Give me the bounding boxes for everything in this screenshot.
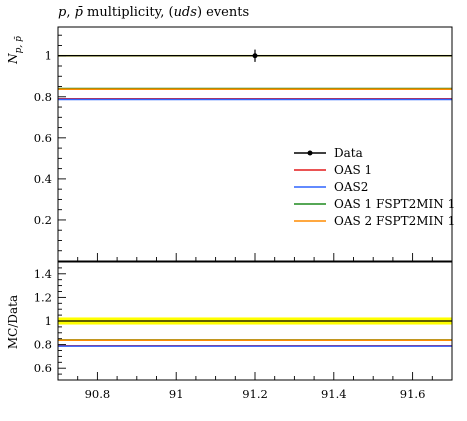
title-mid: multiplicity, ( xyxy=(83,5,174,20)
legend-label-oas-1-fspt2min-1: OAS 1 FSPT2MIN 1 xyxy=(334,197,455,211)
x-tick-label: 91.6 xyxy=(400,387,426,401)
x-tick-label: 91.2 xyxy=(242,387,268,401)
title-sep: , xyxy=(66,5,74,20)
legend-label-oas2: OAS2 xyxy=(334,180,368,194)
main-y-tick-label: 0.6 xyxy=(34,131,52,145)
title-end: ) events xyxy=(197,5,249,20)
main-y-tick-label: 0.4 xyxy=(34,172,52,186)
title-uds: uds xyxy=(174,5,198,20)
ratio-y-tick-label: 1.4 xyxy=(34,267,52,281)
legend-marker-data xyxy=(307,150,313,156)
x-tick-label: 91 xyxy=(169,387,184,401)
main-y-axis-label: Np, p̄ xyxy=(6,36,24,65)
main-y-label-sub: p, p̄ xyxy=(14,36,24,54)
ratio-y-tick-label: 1.2 xyxy=(34,290,52,304)
ratio-y-tick-label: 0.8 xyxy=(34,338,52,352)
main-y-tick-label: 1 xyxy=(45,49,52,63)
main-y-label-n: N xyxy=(6,53,20,65)
main-y-tick-label: 0.2 xyxy=(34,213,52,227)
legend: Data OAS 1 OAS2 OAS 1 FSPT2MIN 1 OAS 2 FSPT2… xyxy=(294,146,455,228)
title-pbar: p̄ xyxy=(75,5,84,20)
main-panel: 0.2 0.4 0.6 0.8 1 xyxy=(34,26,453,262)
x-tick-label: 90.8 xyxy=(85,387,111,401)
legend-label-oas-1: OAS 1 xyxy=(334,163,372,177)
x-tick-label: 91.4 xyxy=(321,387,347,401)
chart-title: p, p̄ multiplicity, (uds) events xyxy=(58,5,249,20)
main-y-tick-label: 0.8 xyxy=(34,90,52,104)
title-p: p xyxy=(58,5,67,20)
legend-label-oas-2-fspt2min-1: OAS 2 FSPT2MIN 1 xyxy=(334,214,455,228)
legend-label-data: Data xyxy=(334,146,363,160)
ratio-y-axis-label: MC/Data xyxy=(6,295,20,349)
ratio-y-tick-label: 0.6 xyxy=(34,361,52,375)
ratio-y-tick-label: 1 xyxy=(45,314,52,328)
data-point xyxy=(252,53,258,59)
ratio-panel: 0.6 0.8 1 1.2 1.4 90.8 91 91.2 91.4 91.6 xyxy=(34,261,453,401)
